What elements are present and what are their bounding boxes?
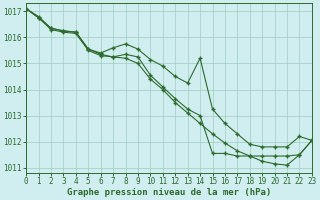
X-axis label: Graphe pression niveau de la mer (hPa): Graphe pression niveau de la mer (hPa) (67, 188, 271, 197)
